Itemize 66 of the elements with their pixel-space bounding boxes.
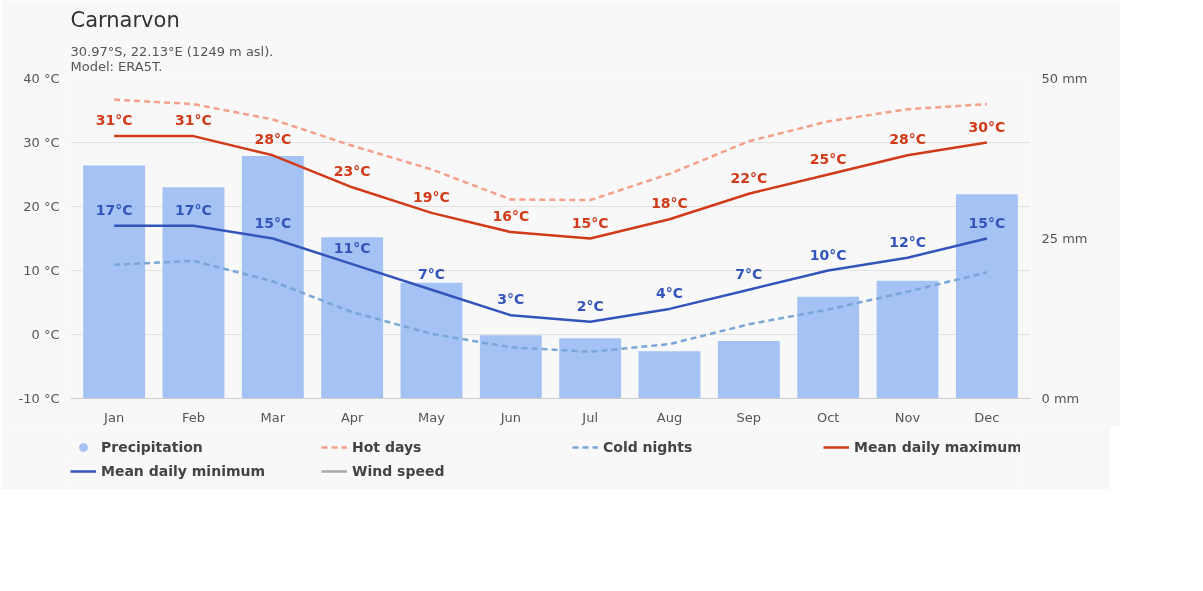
x-tick-label: Sep [736,409,762,425]
legend-label: Cold nights [603,439,694,455]
data-label: 10°C [809,246,847,263]
data-label: 31°C [175,112,212,129]
x-tick-label: Apr [340,409,365,425]
x-tick-label: Mar [260,409,286,425]
data-label: 15°C [571,214,609,231]
x-tick-label: Jan [103,409,125,425]
chart-title: Carnarvon [70,7,180,32]
x-tick-label: May [418,409,446,425]
legend-label: Wind speed [352,463,446,479]
data-label: 15°C [968,214,1006,231]
data-label: 17°C [95,201,133,218]
x-tick-label: Feb [181,409,205,425]
data-label: 15°C [254,214,292,231]
data-label: 31°C [95,112,133,129]
bar [321,237,384,399]
data-label: 7°C [735,265,763,282]
bar [479,335,542,399]
chart-subtitle: 30.97°S, 22.13°E (1249 m asl). Model: ERA5T. [70,43,274,74]
data-label: 25°C [809,150,847,167]
data-label: 11°C [333,240,371,257]
y2-tick-label: 0 mm [1041,391,1080,406]
bar [241,155,304,399]
data-label: 7°C [417,265,445,282]
data-label: 28°C [254,131,292,148]
y-tick-label: 40 °C [23,71,60,86]
data-label: 4°C [656,284,684,301]
legend-label: Mean daily maximum [854,439,1021,455]
data-label: 17°C [175,201,212,218]
x-tick-label: Nov [894,409,921,425]
y-tick-label: 20 °C [23,199,60,214]
y-tick-label: 10 °C [23,263,60,278]
data-label: 12°C [889,233,926,250]
data-label: 28°C [889,131,926,148]
legend-label: Hot days [352,439,423,455]
x-tick-label: Jun [499,409,521,425]
y2-tick-label: 50 mm [1041,71,1088,86]
data-label: 18°C [651,195,688,212]
bar [162,187,225,399]
bar [400,282,463,399]
data-label: 22°C [730,169,768,186]
bar [955,194,1018,399]
data-label: 23°C [333,163,371,180]
bar [717,340,780,399]
y2-tick-label: 25 mm [1041,231,1088,246]
bar [797,296,860,399]
bar [638,351,701,399]
x-tick-label: Aug [656,409,683,425]
data-label: 19°C [413,188,450,205]
x-tick-label: Oct [816,409,840,425]
bar [876,280,939,399]
data-label: 30°C [968,118,1006,135]
x-tick-label: Jul [581,409,599,425]
data-label: 2°C [576,297,604,314]
bar [83,165,146,399]
line-series [112,259,989,354]
bar [559,338,622,399]
y-tick-label: 30 °C [23,135,60,150]
y-tick-label: -10 °C [18,391,60,406]
y-tick-label: 0 °C [31,327,60,342]
data-label: 3°C [497,291,525,308]
legend-label: Mean daily minimum [101,463,267,479]
x-tick-label: Dec [974,409,1000,425]
legend-label: Precipitation [101,439,204,455]
data-label: 16°C [492,208,530,225]
